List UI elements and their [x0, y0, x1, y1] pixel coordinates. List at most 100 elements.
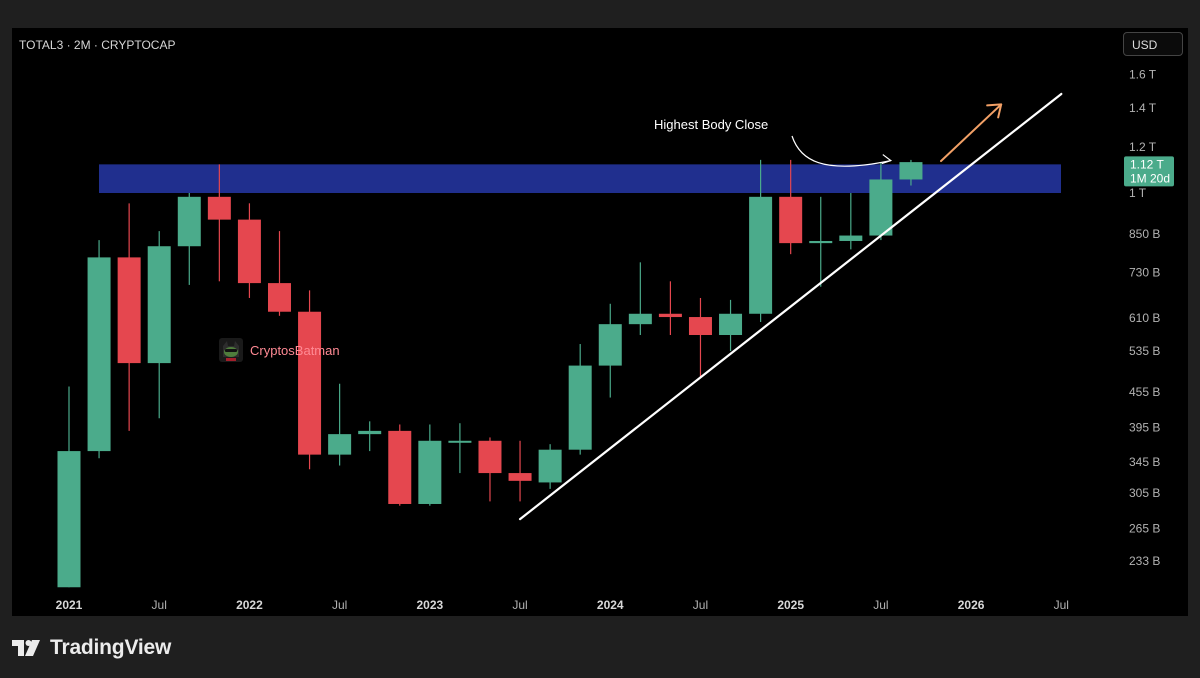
candle[interactable] — [899, 159, 923, 186]
y-axis-tick-label: 730 B — [1129, 266, 1160, 280]
support-trendline[interactable] — [518, 92, 1063, 521]
candle-body — [448, 440, 472, 443]
candle-body — [719, 313, 743, 336]
brand-name: TradingView — [50, 636, 172, 659]
y-axis-tick-label: 610 B — [1129, 311, 1160, 325]
y-axis-tick-label: 455 B — [1129, 385, 1160, 399]
candle-body — [418, 440, 442, 504]
candle[interactable] — [388, 424, 412, 506]
y-axis-tick-label: 850 B — [1129, 227, 1160, 241]
candle[interactable] — [658, 281, 682, 336]
candle[interactable] — [448, 423, 472, 474]
y-axis-tick-label: 1.4 T — [1129, 101, 1157, 115]
y-axis-tick-label: 233 B — [1129, 554, 1160, 568]
candle[interactable] — [568, 344, 592, 455]
candle-body — [237, 219, 261, 284]
candle[interactable] — [267, 231, 291, 316]
x-axis-tick-label: Jul — [512, 598, 527, 612]
x-axis-tick-label: 2024 — [597, 598, 624, 612]
candle-body — [358, 430, 382, 435]
tradingview-logo[interactable]: TradingView — [12, 636, 171, 660]
annotation-pointer-line — [791, 135, 891, 167]
y-axis-tick-label: 395 B — [1129, 421, 1160, 435]
y-axis-tick-label: 535 B — [1129, 344, 1160, 358]
candle-body — [117, 257, 141, 364]
last-price-tag: 1.12 T1M 20d — [1124, 156, 1174, 187]
candle[interactable] — [779, 159, 803, 255]
batman-avatar-icon — [219, 338, 243, 362]
candle[interactable] — [57, 386, 81, 588]
candle[interactable] — [207, 164, 231, 282]
candle[interactable] — [538, 444, 562, 489]
candle-body — [508, 473, 532, 481]
x-axis-tick-label: 2023 — [416, 598, 443, 612]
candle-body — [688, 317, 712, 336]
y-axis-tick-label: 345 B — [1129, 455, 1160, 469]
candle[interactable] — [298, 290, 322, 470]
price-tag-value: 1.12 T — [1130, 157, 1164, 171]
symbol-title: TOTAL3 · 2M · CRYPTOCAP — [19, 38, 176, 52]
candle-body — [177, 196, 201, 247]
watermark-label: CryptosBatman — [250, 342, 340, 358]
candle[interactable] — [147, 231, 171, 419]
candle[interactable] — [87, 240, 111, 459]
tradingview-logo-icon — [12, 640, 40, 656]
candle-body — [87, 257, 111, 452]
candle[interactable] — [358, 421, 382, 452]
currency-selector[interactable]: USD — [1123, 32, 1183, 56]
candle-body — [779, 196, 803, 244]
x-axis-tick-label: Jul — [873, 598, 888, 612]
candle[interactable] — [418, 424, 442, 506]
candle-body — [628, 313, 652, 325]
chart-panel — [12, 28, 1188, 616]
candle[interactable] — [177, 193, 201, 285]
y-axis-tick-label: 1 T — [1129, 186, 1147, 200]
candle-body — [328, 434, 352, 455]
candle[interactable] — [869, 162, 893, 241]
candle-body — [267, 283, 291, 312]
x-axis-tick-label: Jul — [1054, 598, 1069, 612]
candle-body — [658, 313, 682, 318]
annotation-arrow-icon — [881, 154, 893, 165]
candle[interactable] — [478, 437, 502, 502]
x-axis-tick-label: 2021 — [56, 598, 83, 612]
y-axis-tick-label: 265 B — [1129, 521, 1160, 535]
candle[interactable] — [328, 383, 352, 466]
projection-arrow-line[interactable] — [940, 103, 1003, 163]
candle-body — [147, 246, 171, 364]
candle-body — [538, 449, 562, 483]
candle-body — [298, 311, 322, 455]
candle[interactable] — [809, 196, 833, 287]
candle-body — [207, 196, 231, 220]
y-axis-tick-label: 305 B — [1129, 486, 1160, 500]
candle[interactable] — [839, 193, 863, 250]
candle-body — [568, 365, 592, 450]
candle-body — [869, 179, 893, 236]
x-axis-tick-label: 2022 — [236, 598, 263, 612]
candle[interactable] — [237, 203, 261, 298]
x-axis-tick-label: Jul — [152, 598, 167, 612]
candle-body — [478, 440, 502, 474]
candle[interactable] — [719, 299, 743, 352]
price-tag-countdown: 1M 20d — [1130, 171, 1170, 185]
x-axis-tick-label: Jul — [693, 598, 708, 612]
candle-body — [388, 430, 412, 504]
candle[interactable] — [628, 262, 652, 336]
x-axis-tick-label: Jul — [332, 598, 347, 612]
x-axis-tick-label: 2026 — [958, 598, 985, 612]
candle-body — [749, 196, 773, 314]
candle-body — [899, 162, 923, 180]
x-axis-tick-label: 2025 — [777, 598, 804, 612]
candle[interactable] — [117, 203, 141, 431]
candle[interactable] — [688, 297, 712, 379]
annotation-highest-body-close: Highest Body Close — [654, 117, 768, 132]
candle-body — [809, 240, 833, 244]
author-watermark: CryptosBatman — [218, 337, 340, 363]
candle[interactable] — [598, 303, 622, 398]
candle[interactable] — [508, 440, 532, 502]
candle-body — [598, 324, 622, 366]
price-tag-background — [1124, 156, 1174, 187]
candle[interactable] — [749, 159, 773, 323]
candle-body — [839, 235, 863, 241]
